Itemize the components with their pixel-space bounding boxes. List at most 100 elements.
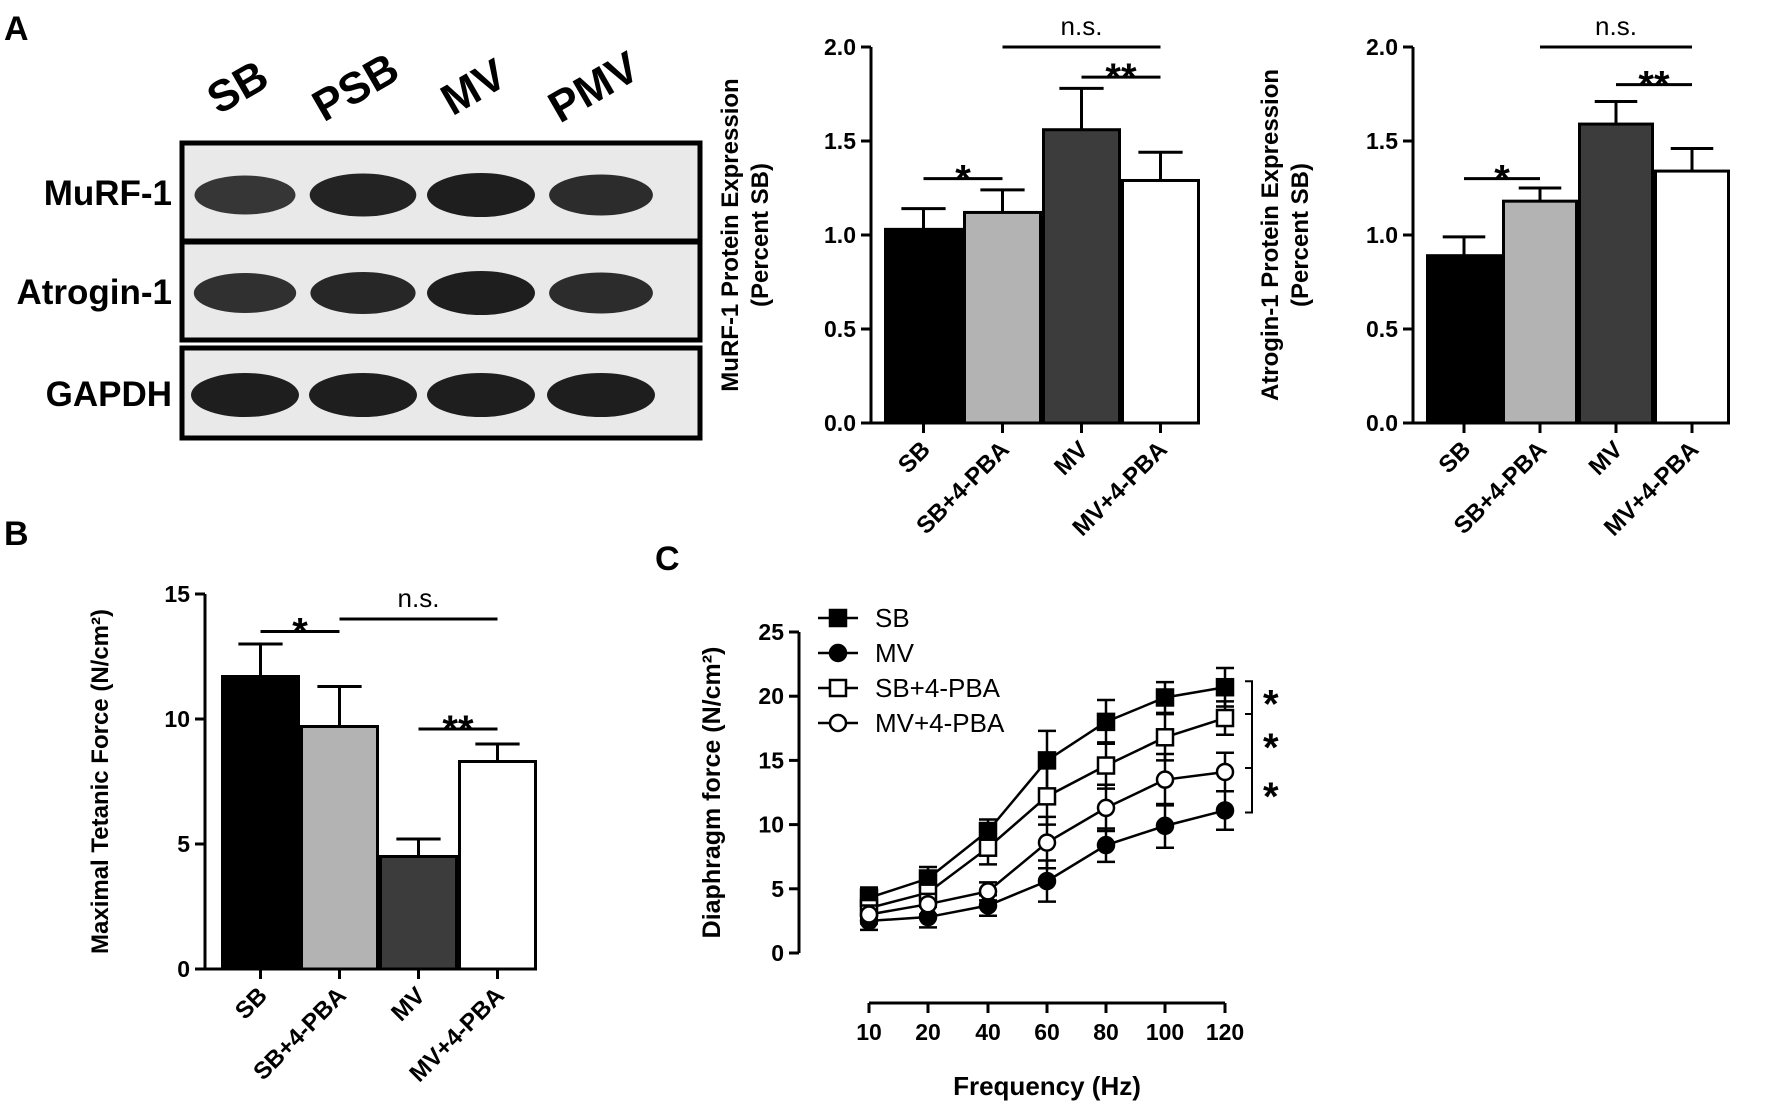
significance-label: * <box>1263 683 1279 727</box>
data-point <box>828 608 848 628</box>
x-tick-label: SB <box>893 436 936 479</box>
blot-band <box>309 173 417 217</box>
significance-label: * <box>1263 726 1279 770</box>
blot-band <box>547 373 655 417</box>
legend-label: MV <box>875 638 915 668</box>
y-tick-label: 25 <box>758 619 784 645</box>
atrogin1-bar-chart: 0.0 0.5 1.0 1.5 2.0 Atrogin-1 Protein Express… <box>1257 11 1730 542</box>
bar <box>884 227 963 425</box>
bar <box>1502 199 1578 425</box>
bar <box>963 210 1042 425</box>
data-point <box>1037 871 1057 891</box>
blot-lane-label: MV <box>433 49 515 125</box>
data-point <box>1096 756 1116 775</box>
y-tick-label: 1.5 <box>824 128 856 154</box>
blot-band <box>427 173 535 217</box>
data-point <box>828 643 848 663</box>
data-point <box>1037 833 1057 852</box>
blot-band <box>309 373 417 417</box>
data-point <box>1155 728 1175 747</box>
blot-row-label: Atrogin-1 <box>16 273 172 312</box>
panel-label-a: A <box>4 10 29 48</box>
murf1-bar-chart: 0.0 0.5 1.0 1.5 2.0 MuRF-1 Protein Expression… <box>717 11 1200 542</box>
legend-label: SB <box>875 603 910 633</box>
y-tick-label: 1.0 <box>824 222 856 248</box>
data-point <box>1096 798 1116 818</box>
data-point <box>1155 816 1175 836</box>
significance-bracket <box>1245 680 1253 716</box>
data-point <box>1215 708 1235 728</box>
blot-band <box>194 175 296 215</box>
x-tick-label: 80 <box>1093 1019 1119 1045</box>
significance-label: n.s. <box>1595 11 1637 41</box>
data-point <box>828 678 848 698</box>
y-axis-title-line: Atrogin-1 Protein Expression <box>1257 69 1284 401</box>
blot-lane-label: SB <box>199 51 276 124</box>
data-point <box>1215 762 1235 782</box>
significance-label: ** <box>1105 56 1137 100</box>
y-tick-label: 0 <box>177 956 190 982</box>
y-axis-title-line: Maximal Tetanic Force (N/cm²) <box>87 609 114 954</box>
series-mv-4-pba <box>859 751 1235 925</box>
blot-lane-label: PSB <box>304 44 407 132</box>
y-tick-label: 15 <box>164 581 190 607</box>
data-point <box>918 894 938 914</box>
blot-band <box>549 174 653 216</box>
bar <box>379 855 458 971</box>
data-point <box>1155 770 1175 789</box>
y-axis-title: MuRF-1 Protein Expression (Percent SB) <box>717 78 774 391</box>
x-tick-label: 120 <box>1206 1019 1244 1045</box>
blot-row-label: MuRF-1 <box>44 174 172 213</box>
x-tick-label: SB <box>1434 436 1477 479</box>
y-tick-label: 0 <box>771 940 784 966</box>
data-point <box>859 905 879 924</box>
data-point <box>1215 677 1235 697</box>
y-tick-label: 0.5 <box>1366 316 1398 342</box>
data-point <box>828 713 848 733</box>
blot-band <box>310 272 416 314</box>
legend-label: SB+4-PBA <box>875 673 1001 703</box>
data-point <box>978 882 998 901</box>
significance-label: n.s. <box>1061 11 1103 41</box>
data-point <box>1037 787 1057 806</box>
blot-band <box>427 271 535 315</box>
bar <box>1654 169 1730 425</box>
y-tick-label: 0.5 <box>824 316 856 342</box>
significance-bracket <box>1245 766 1253 814</box>
blot-band <box>549 272 653 314</box>
data-point <box>1096 712 1116 732</box>
x-tick-label: 100 <box>1146 1019 1184 1045</box>
panel-label-b: B <box>4 515 29 553</box>
significance-label: ** <box>442 708 474 752</box>
y-tick-label: 2.0 <box>824 34 856 60</box>
significance-label: * <box>955 158 971 202</box>
y-axis-title-line: (Percent SB) <box>1287 163 1314 307</box>
bar <box>300 725 379 971</box>
bar <box>221 675 300 971</box>
y-tick-label: 0.0 <box>824 410 856 436</box>
y-tick-label: 5 <box>771 876 784 902</box>
x-tick-label: 20 <box>915 1019 941 1045</box>
significance-label: n.s. <box>398 583 440 613</box>
x-tick-label: SB <box>230 982 273 1025</box>
y-tick-label: 15 <box>758 747 784 773</box>
bar <box>1042 128 1121 425</box>
data-point <box>978 838 998 857</box>
significance-label: ** <box>1638 64 1670 108</box>
y-axis-title: Maximal Tetanic Force (N/cm²) <box>87 609 114 954</box>
x-tick-label: MV <box>386 982 431 1027</box>
significance-label: * <box>1263 775 1279 819</box>
series-mv <box>859 789 1235 932</box>
blot-band <box>191 373 299 417</box>
blot-band <box>427 373 535 417</box>
x-axis-title: Frequency (Hz) <box>953 1071 1141 1101</box>
y-tick-label: 1.0 <box>1366 222 1398 248</box>
data-point <box>1037 751 1057 770</box>
bar <box>1426 254 1502 425</box>
x-tick-label: 10 <box>856 1019 882 1045</box>
y-axis-title-line: MuRF-1 Protein Expression <box>717 78 744 391</box>
y-tick-label: 10 <box>164 706 190 732</box>
significance-label: * <box>292 611 308 655</box>
